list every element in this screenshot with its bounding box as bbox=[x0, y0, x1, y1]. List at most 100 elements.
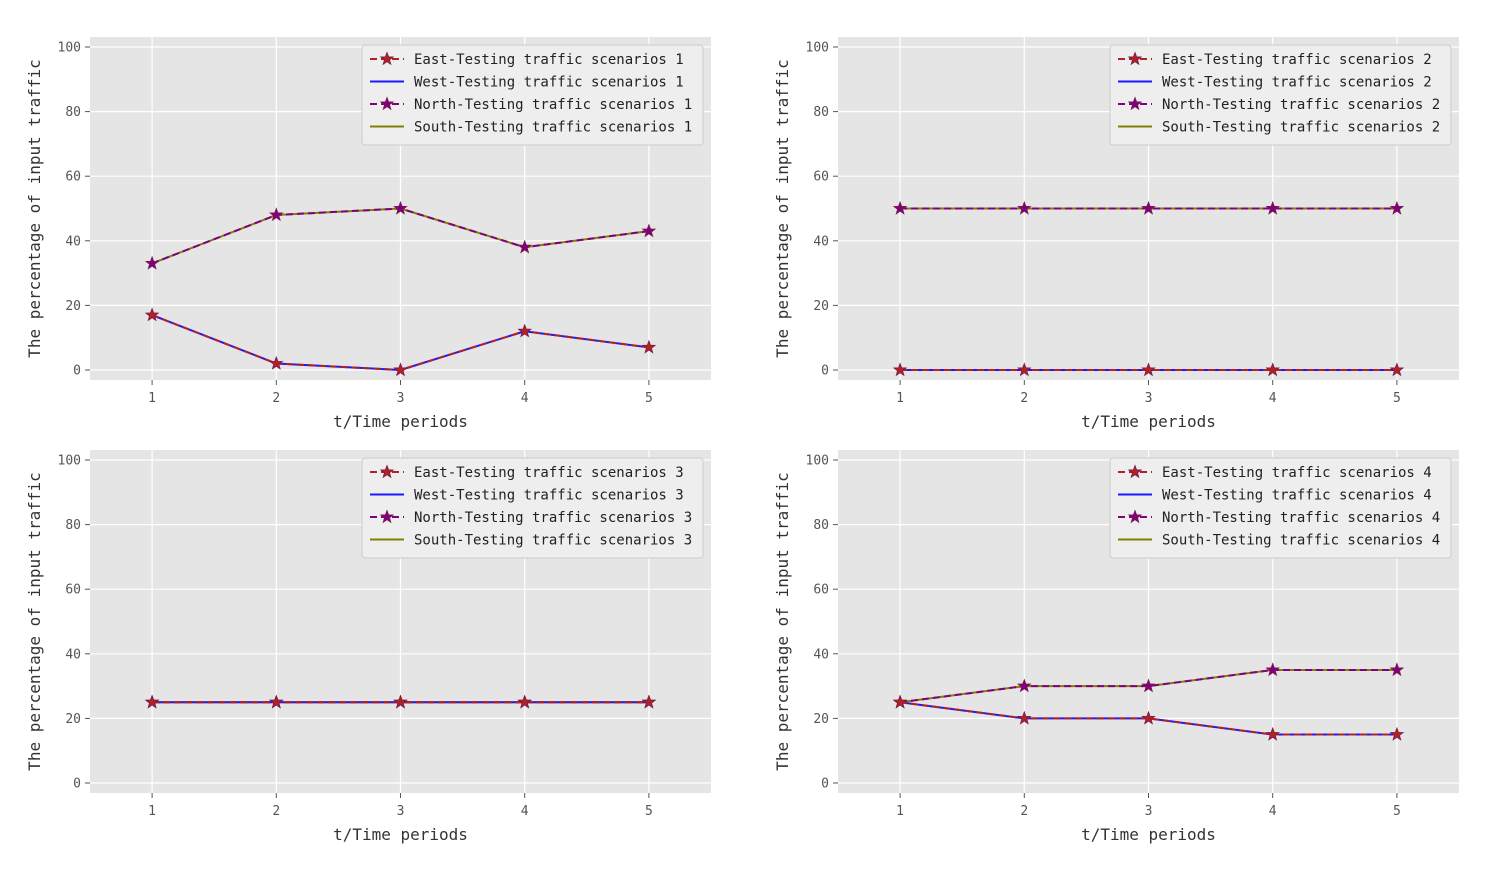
legend-marker-east bbox=[1127, 51, 1143, 66]
data-point-east bbox=[1389, 362, 1405, 377]
y-tick-label: 20 bbox=[65, 712, 81, 727]
legend-label-west: West-Testing traffic scenarios 3 bbox=[414, 488, 684, 504]
x-tick-label: 2 bbox=[272, 804, 280, 819]
y-tick-label: 80 bbox=[65, 105, 81, 120]
y-tick-label: 20 bbox=[813, 299, 829, 314]
y-axis-label: The percentage of input traffic bbox=[773, 59, 792, 358]
data-point-east bbox=[517, 694, 532, 709]
legend-label-west: West-Testing traffic scenarios 4 bbox=[1162, 488, 1432, 504]
legend-box bbox=[361, 44, 704, 146]
legend-label-north: North-Testing traffic scenarios 2 bbox=[1162, 97, 1440, 113]
legend-marker-east bbox=[1127, 464, 1143, 479]
data-point-north bbox=[1141, 200, 1156, 215]
x-tick-label: 1 bbox=[896, 391, 904, 406]
series-line-east bbox=[899, 701, 1397, 736]
x-tick-label: 1 bbox=[896, 804, 904, 819]
legend-box bbox=[1109, 44, 1452, 146]
y-tick-label: 100 bbox=[58, 41, 81, 56]
legend-label-north: North-Testing traffic scenarios 4 bbox=[1162, 510, 1440, 526]
legend-label-south: South-Testing traffic scenarios 4 bbox=[1162, 533, 1440, 549]
data-point-east bbox=[641, 339, 657, 354]
x-tick-label: 1 bbox=[148, 804, 156, 819]
data-point-east bbox=[269, 355, 284, 370]
legend-label-west: West-Testing traffic scenarios 2 bbox=[1162, 75, 1432, 91]
y-axis-label: The percentage of input traffic bbox=[25, 472, 44, 771]
legend-label-south: South-Testing traffic scenarios 3 bbox=[414, 533, 692, 549]
legend: East-Testing traffic scenarios 1 West-Tes… bbox=[361, 44, 704, 146]
y-tick-label: 40 bbox=[65, 234, 81, 249]
x-tick-label: 4 bbox=[1269, 804, 1277, 819]
x-tick-label: 4 bbox=[521, 391, 529, 406]
data-point-east bbox=[641, 694, 657, 709]
y-tick-label: 0 bbox=[73, 777, 81, 792]
y-axis-label: The percentage of input traffic bbox=[773, 472, 792, 771]
y-tick-label: 80 bbox=[813, 518, 829, 533]
data-point-east bbox=[1265, 726, 1280, 741]
y-tick-label: 0 bbox=[821, 777, 829, 792]
legend-marker-north bbox=[1127, 509, 1143, 524]
data-point-north bbox=[1265, 200, 1280, 215]
x-tick-label: 5 bbox=[1393, 391, 1401, 406]
chart-panel-3: 0 20 40 60 80 100 1 2 3 4 5 t/Time periods The perce… bbox=[25, 450, 711, 844]
legend-marker-north bbox=[379, 96, 395, 111]
legend-label-east: East-Testing traffic scenarios 2 bbox=[1162, 52, 1432, 68]
x-tick-label: 5 bbox=[645, 391, 653, 406]
y-tick-label: 80 bbox=[65, 518, 81, 533]
y-tick-label: 60 bbox=[65, 583, 81, 598]
legend: East-Testing traffic scenarios 3 West-Tes… bbox=[361, 457, 704, 559]
x-axis-label: t/Time periods bbox=[1081, 412, 1216, 431]
x-axis-label: t/Time periods bbox=[1081, 825, 1216, 844]
data-point-north bbox=[1141, 678, 1156, 693]
chart-panel-4: 0 20 40 60 80 100 1 2 3 4 5 t/Time periods The perce… bbox=[773, 450, 1459, 844]
y-tick-label: 40 bbox=[813, 234, 829, 249]
data-point-east bbox=[1265, 362, 1280, 377]
data-point-east bbox=[1389, 726, 1405, 741]
series-line-north bbox=[899, 668, 1397, 704]
legend-marker-east bbox=[379, 464, 395, 479]
legend-label-east: East-Testing traffic scenarios 3 bbox=[414, 465, 684, 481]
y-tick-label: 20 bbox=[65, 299, 81, 314]
x-tick-label: 4 bbox=[521, 804, 529, 819]
x-tick-label: 3 bbox=[397, 391, 405, 406]
x-axis-label: t/Time periods bbox=[333, 825, 468, 844]
data-point-north bbox=[1389, 662, 1405, 677]
legend: East-Testing traffic scenarios 2 West-Tes… bbox=[1109, 44, 1452, 146]
y-tick-label: 40 bbox=[813, 647, 829, 662]
y-tick-label: 0 bbox=[73, 364, 81, 379]
data-point-east bbox=[517, 323, 532, 338]
x-tick-label: 1 bbox=[148, 391, 156, 406]
chart-panel-2: 0 20 40 60 80 100 1 2 3 4 5 t/Time periods The perce… bbox=[773, 37, 1459, 431]
data-point-north bbox=[1389, 200, 1405, 215]
legend-marker-east bbox=[379, 51, 395, 66]
legend-label-east: East-Testing traffic scenarios 1 bbox=[414, 52, 684, 68]
y-tick-label: 60 bbox=[813, 170, 829, 185]
data-point-north bbox=[269, 207, 284, 222]
legend-label-south: South-Testing traffic scenarios 1 bbox=[414, 120, 692, 136]
data-point-north bbox=[144, 255, 160, 270]
data-point-north bbox=[1017, 678, 1032, 693]
y-tick-label: 80 bbox=[813, 105, 829, 120]
data-point-east bbox=[144, 694, 160, 709]
legend-label-north: North-Testing traffic scenarios 3 bbox=[414, 510, 692, 526]
x-tick-label: 5 bbox=[1393, 804, 1401, 819]
data-point-north bbox=[517, 239, 532, 254]
data-point-east bbox=[1141, 362, 1156, 377]
legend-box bbox=[1109, 457, 1452, 559]
x-tick-label: 3 bbox=[1145, 804, 1153, 819]
y-tick-label: 40 bbox=[65, 647, 81, 662]
data-point-north bbox=[1017, 200, 1032, 215]
y-tick-label: 100 bbox=[58, 454, 81, 469]
legend-label-east: East-Testing traffic scenarios 4 bbox=[1162, 465, 1432, 481]
legend-label-north: North-Testing traffic scenarios 1 bbox=[414, 97, 692, 113]
data-point-east bbox=[1141, 710, 1156, 725]
data-point-north bbox=[1265, 662, 1280, 677]
data-point-east bbox=[144, 307, 160, 322]
y-tick-label: 60 bbox=[65, 170, 81, 185]
y-tick-label: 100 bbox=[806, 41, 829, 56]
legend-label-south: South-Testing traffic scenarios 2 bbox=[1162, 120, 1440, 136]
data-point-north bbox=[641, 223, 657, 238]
data-point-north bbox=[892, 200, 908, 215]
x-tick-label: 5 bbox=[645, 804, 653, 819]
legend-marker-north bbox=[379, 509, 395, 524]
x-axis-label: t/Time periods bbox=[333, 412, 468, 431]
